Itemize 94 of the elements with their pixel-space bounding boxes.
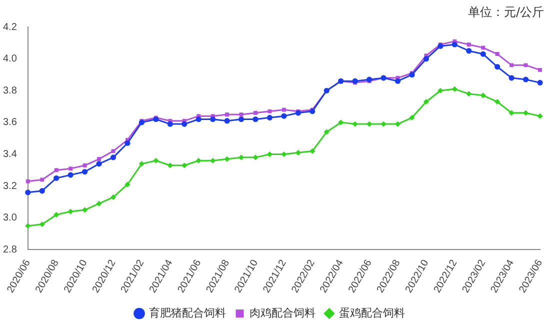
point [310,148,316,154]
point [423,56,429,62]
point [266,114,273,120]
point [409,114,415,120]
point [182,162,188,168]
point [409,72,415,78]
point [110,194,116,200]
point [510,63,514,68]
point [394,78,401,84]
point [196,116,202,122]
point [110,154,116,160]
point [522,76,529,82]
y-tick-label: 3.0 [2,212,18,224]
point [124,182,130,188]
point [40,178,44,182]
point [295,110,301,116]
point [338,120,344,126]
point [82,207,88,213]
point [68,172,74,178]
point [366,76,372,82]
point [508,75,514,81]
point [224,156,230,162]
point [124,140,130,146]
point [210,116,216,122]
point [26,179,30,184]
point [96,200,102,206]
point [380,121,386,127]
point [282,108,286,112]
point [138,120,144,126]
point [524,63,528,68]
point [167,162,173,168]
point [196,158,202,164]
point [138,161,144,167]
point [153,116,159,122]
y-tick-label: 3.6 [2,117,18,128]
point [54,212,60,218]
point [452,42,458,48]
y-tick-label: 3.8 [2,85,18,96]
y-tick-label: 2.8 [2,244,18,256]
point [494,64,500,70]
point [438,43,444,49]
point [39,188,45,194]
point [480,92,486,98]
point [466,42,471,46]
point [494,98,500,105]
point [252,154,258,160]
text: 单位：元/公斤 [468,4,544,21]
y-tick-label: 3.2 [2,180,18,192]
legend-label: 肉鸡配合饲料 [249,306,316,320]
point [97,157,102,162]
point [324,129,330,135]
point [54,175,60,181]
point [82,168,88,175]
point [82,163,87,168]
point [352,78,358,84]
point [423,98,429,105]
point [39,221,45,228]
y-tick-label: 3.4 [2,149,18,160]
y-tick-label: 4.0 [2,54,18,65]
point [268,109,272,114]
point [466,91,472,97]
legend-label: 蛋鸡配合饲料 [338,306,405,320]
point [153,158,159,164]
point [254,110,258,115]
point [238,116,244,122]
point [452,86,458,92]
point [537,113,543,119]
point [295,150,301,156]
point [25,190,31,196]
point [96,161,102,167]
point [225,112,230,116]
point [481,46,486,50]
point [508,110,514,116]
point [210,158,216,164]
point [480,51,486,57]
point [438,88,444,94]
y-tick-label: 4.2 [2,22,18,33]
point [352,121,358,127]
point [252,116,258,122]
point [537,80,543,86]
point [495,52,500,56]
legend-label: 育肥猪配合饲料 [148,306,226,320]
point [25,223,31,229]
point [167,121,173,127]
point [239,112,244,116]
point [54,168,58,172]
point [538,68,542,72]
point [281,113,287,119]
point [68,208,74,214]
point [466,48,472,54]
point [310,108,316,114]
point [68,166,73,171]
point [224,118,230,124]
point [182,121,188,127]
